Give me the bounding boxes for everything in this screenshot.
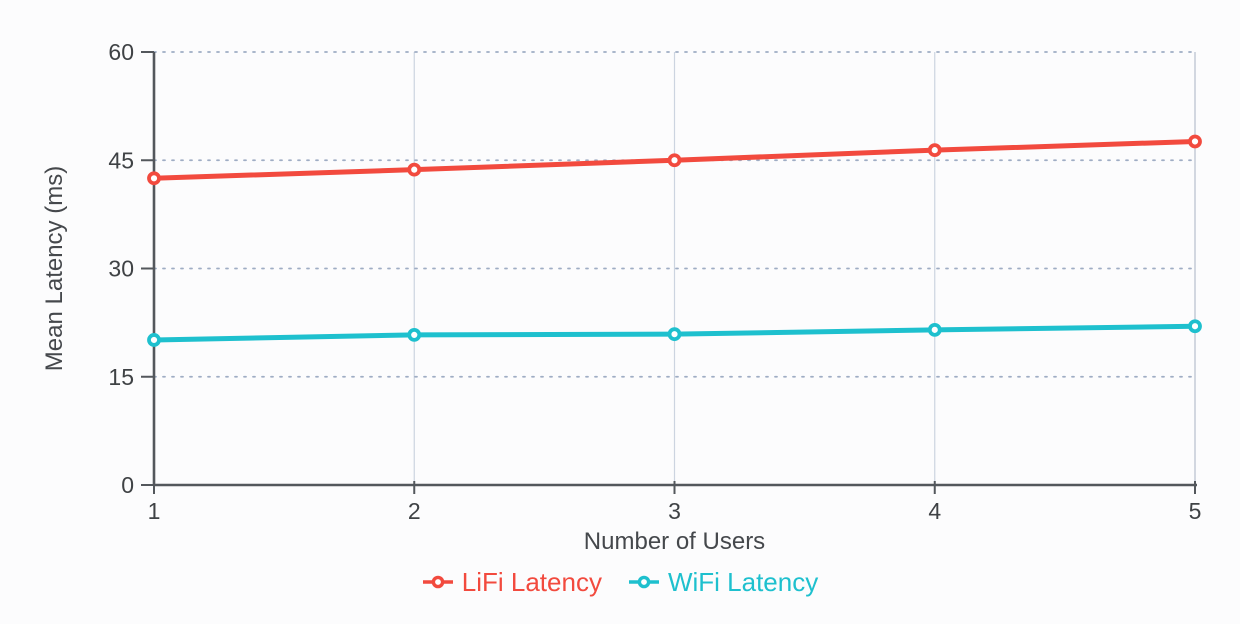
data-point-lifi-latency-3[interactable] <box>667 153 682 168</box>
y-tick-label: 60 <box>108 39 134 65</box>
y-axis-title: Mean Latency (ms) <box>41 166 68 371</box>
y-tick-label: 30 <box>108 256 134 282</box>
legend-item-wifi[interactable]: WiFi Latency <box>628 567 818 598</box>
data-point-wifi-latency-5[interactable] <box>1188 319 1202 334</box>
legend-label-lifi: LiFi Latency <box>461 566 602 597</box>
data-point-wifi-latency-1[interactable] <box>147 333 161 347</box>
data-point-wifi-latency-3[interactable] <box>667 327 682 342</box>
x-tick-label: 2 <box>408 498 421 524</box>
y-tick-label: 45 <box>108 147 134 173</box>
data-point-wifi-latency-2[interactable] <box>407 327 422 342</box>
x-tick-label: 3 <box>668 498 681 524</box>
x-tick-label: 5 <box>1189 498 1202 524</box>
y-tick-label: 15 <box>108 364 134 390</box>
x-tick-label: 1 <box>148 498 161 524</box>
data-point-lifi-latency-2[interactable] <box>407 162 422 177</box>
data-point-lifi-latency-5[interactable] <box>1188 134 1202 149</box>
data-point-wifi-latency-4[interactable] <box>927 322 942 337</box>
wifi-legend-marker-icon <box>628 575 659 589</box>
lifi-legend-marker-icon <box>422 575 453 589</box>
legend-label-wifi: WiFi Latency <box>667 566 819 597</box>
chart-legend: LiFi Latency WiFi Latency <box>0 562 1240 602</box>
latency-line-chart: 0 15 30 45 60 1 2 3 4 5 Mean Latency (ms) Number of… <box>0 39 1240 602</box>
x-tick-label: 4 <box>928 498 941 524</box>
y-tick-label: 0 <box>121 472 134 498</box>
data-point-lifi-latency-4[interactable] <box>927 143 942 158</box>
legend-item-lifi[interactable]: LiFi Latency <box>422 567 602 598</box>
x-axis-title: Number of Users <box>584 528 765 555</box>
data-point-lifi-latency-1[interactable] <box>147 171 161 186</box>
